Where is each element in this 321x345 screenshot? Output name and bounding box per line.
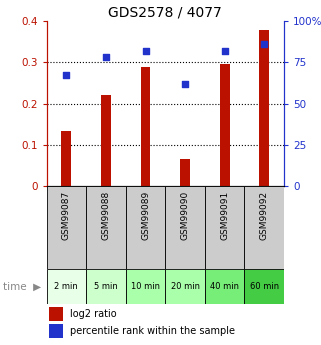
Bar [126,186,165,269]
Bar [86,269,126,304]
Bar [180,159,190,186]
Bar [49,307,63,321]
Bar [49,324,63,338]
Bar [165,269,205,304]
Text: GSM99087: GSM99087 [62,190,71,240]
Text: 5 min: 5 min [94,282,118,291]
Text: 2 min: 2 min [55,282,78,291]
Bar [126,269,165,304]
Bar [47,269,86,304]
Point [64,72,69,78]
Bar [165,186,205,269]
Text: GSM99092: GSM99092 [260,190,269,239]
Point [103,55,108,60]
Text: GSM99091: GSM99091 [220,190,229,240]
Text: 60 min: 60 min [250,282,279,291]
Bar [141,68,151,186]
Bar [245,269,284,304]
Bar [205,269,245,304]
Point [222,48,227,53]
Text: 20 min: 20 min [170,282,200,291]
Title: GDS2578 / 4077: GDS2578 / 4077 [108,6,222,20]
Point [143,48,148,53]
Text: 10 min: 10 min [131,282,160,291]
Point [183,81,188,86]
Text: 40 min: 40 min [210,282,239,291]
Text: GSM99088: GSM99088 [101,190,110,240]
Text: GSM99090: GSM99090 [181,190,190,240]
Text: time  ▶: time ▶ [3,282,41,291]
Bar [86,186,126,269]
Bar [47,186,86,269]
Text: GSM99089: GSM99089 [141,190,150,240]
Text: log2 ratio: log2 ratio [70,309,117,319]
Bar [61,131,71,186]
Point [262,41,267,47]
Text: percentile rank within the sample: percentile rank within the sample [70,326,235,336]
Bar [205,186,245,269]
Bar [101,95,111,186]
Bar [245,186,284,269]
Bar [220,64,230,186]
Bar [259,30,269,186]
